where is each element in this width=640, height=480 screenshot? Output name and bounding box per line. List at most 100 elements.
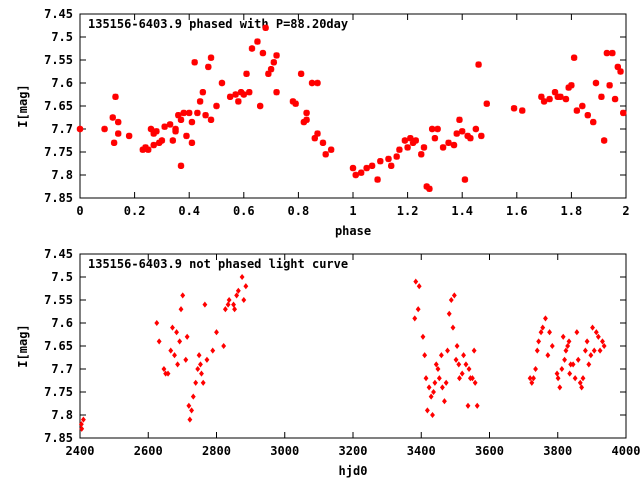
- data-point: [246, 89, 253, 96]
- data-point: [428, 125, 436, 133]
- y-tick-label: 7.7: [51, 122, 73, 136]
- data-point: [401, 137, 409, 144]
- y-tick-label: 7.5: [51, 270, 73, 284]
- data-point: [101, 125, 108, 133]
- data-point: [161, 123, 168, 130]
- data-point: [420, 144, 428, 151]
- data-point: [188, 118, 196, 126]
- data-point: [222, 306, 228, 313]
- data-point: [205, 63, 212, 71]
- data-point: [426, 384, 432, 391]
- data-point: [186, 402, 192, 409]
- data-point: [450, 141, 458, 149]
- data-point: [80, 416, 86, 423]
- data-point: [540, 324, 546, 331]
- data-point: [178, 306, 184, 313]
- data-point: [308, 79, 316, 87]
- data-point: [454, 342, 460, 350]
- data-point: [567, 370, 573, 377]
- data-point: [560, 333, 566, 340]
- data-point: [393, 153, 400, 160]
- data-point: [237, 89, 245, 96]
- y-tick-label: 7.65: [44, 339, 73, 353]
- data-point: [254, 38, 261, 45]
- x-tick-label: 3000: [270, 444, 299, 458]
- data-point: [385, 155, 392, 163]
- data-point: [180, 109, 187, 117]
- data-point: [207, 54, 215, 61]
- data-point: [575, 356, 581, 363]
- data-point: [273, 52, 280, 59]
- data-point: [435, 365, 441, 373]
- data-point: [289, 98, 297, 105]
- x-axis-label: hjd0: [339, 464, 368, 478]
- x-tick-label: 0.4: [178, 204, 200, 218]
- data-point: [459, 128, 466, 135]
- data-point: [231, 301, 236, 308]
- data-point: [531, 375, 536, 382]
- data-point: [396, 146, 403, 153]
- data-point: [311, 135, 318, 142]
- data-point: [265, 70, 272, 77]
- y-tick-label: 7.6: [51, 76, 73, 90]
- data-point: [172, 352, 177, 359]
- data-point: [580, 375, 586, 382]
- data-point: [196, 352, 202, 359]
- data-point: [540, 98, 548, 105]
- x-tick-label: 3600: [475, 444, 504, 458]
- data-point: [543, 315, 548, 322]
- data-point: [428, 393, 434, 400]
- data-point: [183, 356, 189, 363]
- data-point: [568, 82, 575, 89]
- data-point: [413, 278, 419, 285]
- y-tick-label: 7.75: [44, 385, 73, 399]
- data-point: [457, 375, 462, 382]
- y-tick-label: 7.7: [51, 362, 73, 376]
- data-point: [420, 333, 426, 340]
- data-point: [459, 370, 465, 377]
- data-point: [439, 144, 447, 151]
- data-point: [601, 342, 607, 350]
- data-point: [582, 347, 588, 354]
- data-point: [533, 365, 539, 373]
- data-point: [404, 144, 411, 151]
- data-point: [79, 425, 85, 432]
- data-point: [204, 356, 210, 363]
- data-point: [368, 162, 376, 169]
- data-point: [590, 118, 597, 126]
- data-point: [565, 342, 571, 350]
- data-point: [574, 329, 580, 336]
- x-tick-label: 0.8: [288, 204, 310, 218]
- data-point: [374, 176, 381, 183]
- plot-frame: [79, 253, 627, 439]
- data-point: [154, 319, 160, 327]
- phased-light-curve-panel: 0 0.2 0.4 0.6 0.8 1 1.2 1.4 1.6 1.8 2 7.45 7.5 7.55 7.…: [16, 7, 630, 238]
- data-point: [165, 370, 171, 377]
- data-point: [235, 287, 241, 294]
- data-point: [188, 139, 196, 146]
- data-point: [322, 151, 329, 158]
- data-point: [433, 361, 439, 368]
- data-point: [180, 292, 186, 299]
- data-point: [189, 407, 195, 414]
- y-tick-label: 7.65: [44, 99, 73, 113]
- data-point: [472, 379, 478, 386]
- data-point: [436, 375, 442, 382]
- data-point: [611, 95, 619, 103]
- data-point: [439, 384, 445, 391]
- data-point: [377, 158, 384, 165]
- data-point: [538, 93, 545, 100]
- data-point: [256, 102, 264, 110]
- data-point: [465, 402, 471, 409]
- data-point: [579, 102, 586, 110]
- data-point: [267, 66, 275, 73]
- data-point: [388, 162, 395, 169]
- data-point: [357, 169, 365, 176]
- data-point: [557, 93, 564, 100]
- data-point: [221, 342, 227, 350]
- data-point: [297, 70, 305, 77]
- data-point: [292, 100, 299, 107]
- data-point: [590, 324, 595, 331]
- data-point: [409, 139, 417, 146]
- data-point: [445, 347, 450, 354]
